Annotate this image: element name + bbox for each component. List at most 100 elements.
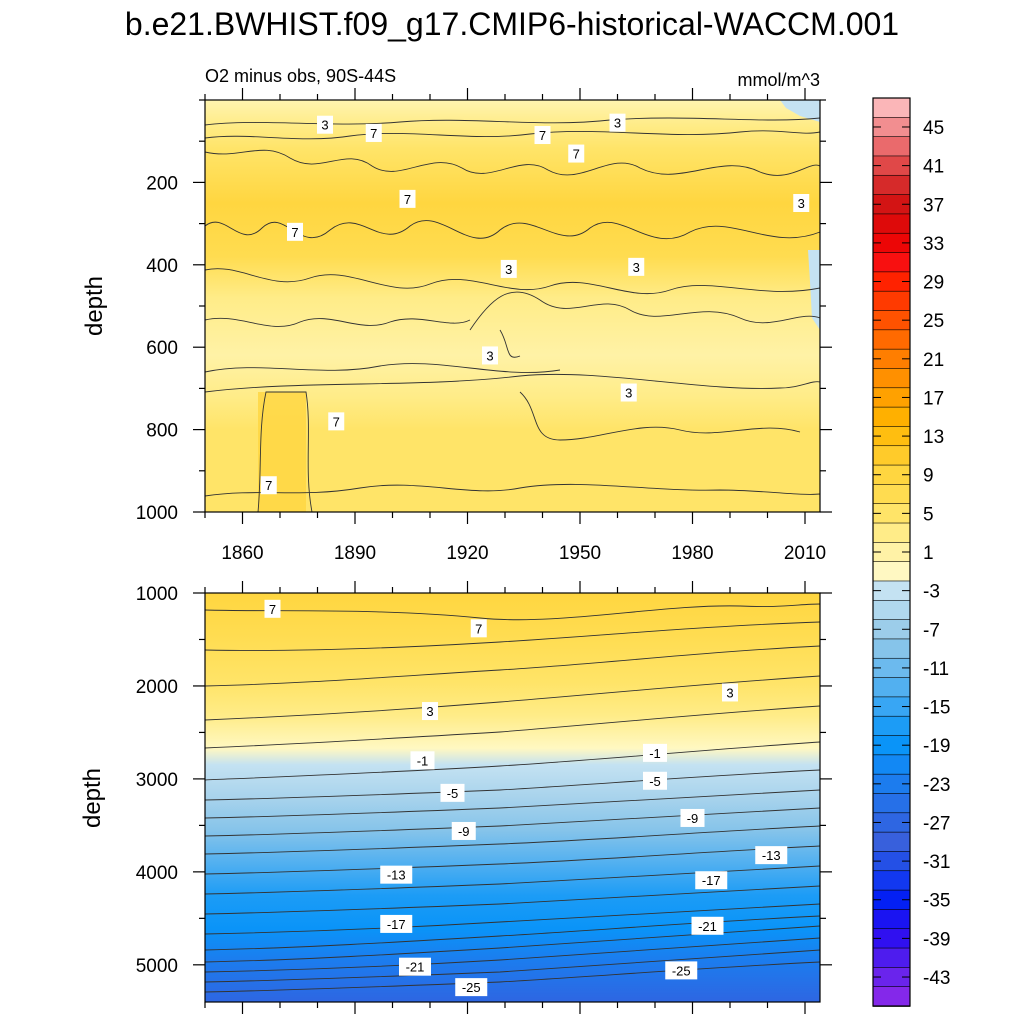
contour-label-text: 7 — [573, 147, 580, 162]
colorbar-label: -39 — [923, 929, 950, 950]
contour-label-box — [620, 383, 637, 402]
y-tick-label: 600 — [146, 338, 178, 359]
colorbar-label: -3 — [923, 582, 940, 603]
contour-label: -9 — [680, 808, 705, 827]
upper-x-tick-labels: 1860 1890 1920 1950 1980 2010 — [221, 543, 826, 564]
contour-label: 7 — [260, 476, 277, 495]
contour-label-text: 7 — [291, 225, 298, 240]
colorbar-label: 17 — [923, 388, 944, 409]
panel-subtitle-left: O2 minus obs, 90S-44S — [205, 66, 396, 86]
contour-label-box — [643, 743, 667, 762]
y-tick-label: 400 — [146, 256, 178, 277]
colorbar-label: 5 — [923, 504, 934, 525]
lower-x-ticks — [204, 581, 806, 1014]
colorbar-label: 9 — [923, 466, 934, 487]
upper-plot-field — [205, 100, 820, 512]
contour-label-text: 7 — [404, 192, 411, 207]
contour-label-box — [643, 771, 667, 790]
contour-label: 7 — [264, 599, 281, 618]
colorbar-box — [872, 870, 911, 891]
colorbar-box — [872, 599, 911, 621]
contour-label-text: -13 — [762, 848, 781, 863]
contour-label-text: 7 — [333, 414, 340, 429]
x-tick-label: 2010 — [784, 543, 826, 564]
y-tick-label: 800 — [146, 421, 178, 442]
contour-label-text: 7 — [539, 128, 546, 143]
contour-label-text: 7 — [269, 602, 276, 617]
contour-label-text: -21 — [698, 919, 717, 934]
colorbar-frame — [872, 97, 911, 1007]
colorbar-box — [872, 213, 911, 235]
contour-label-text: 3 — [633, 260, 640, 275]
contour-label-box — [470, 619, 487, 638]
upper-y-axis-label: depth — [81, 276, 108, 336]
upper-negative-patch — [780, 100, 820, 122]
lower-y-tick-labels: 1000 2000 3000 4000 5000 — [136, 584, 178, 977]
y-tick-label: 5000 — [136, 956, 178, 977]
contour-label-text: 3 — [625, 386, 632, 401]
colorbar-box — [872, 986, 911, 1007]
contour-label-box — [264, 599, 281, 618]
lower-plot-frame — [204, 592, 821, 1003]
contour-label: -25 — [455, 978, 488, 997]
colorbar-box — [872, 97, 911, 119]
colorbar-label: -31 — [923, 852, 950, 873]
colorbar-boxes — [872, 97, 911, 1007]
contour-label-box — [722, 683, 738, 702]
lower-panel: 1000 2000 3000 4000 5000 7 7 3 3 -1 -1 -5 -5 -9 -9 -13… — [79, 581, 832, 1014]
x-tick-label: 1860 — [221, 543, 263, 564]
colorbar-box — [872, 754, 911, 775]
contour-label: 3 — [620, 383, 637, 402]
colorbar-box — [872, 677, 911, 698]
colorbar-label: 37 — [923, 195, 944, 216]
contour-label-box — [399, 957, 431, 976]
contour-label: -21 — [399, 957, 431, 976]
y-tick-label: 1000 — [136, 584, 178, 605]
contour-label-box — [260, 476, 277, 495]
contour-label: -13 — [380, 865, 413, 884]
contour-label: 7 — [365, 123, 382, 142]
contour-label-box — [399, 189, 416, 208]
lower-contour-labels: 7 7 3 3 -1 -1 -5 -5 -9 -9 -13 -13 -17 -17 -21 -21 -25 -25 — [264, 599, 788, 997]
contour-label: 3 — [500, 259, 517, 278]
contour-label-box — [793, 194, 810, 212]
colorbar-label: 41 — [923, 157, 944, 178]
colorbar-label: 45 — [923, 118, 944, 139]
contour-label-text: 3 — [486, 348, 493, 363]
contour-label: -21 — [691, 916, 724, 935]
colorbar-label: -19 — [923, 736, 950, 757]
contour-label: 3 — [609, 113, 626, 132]
contour-label-box — [380, 914, 413, 933]
upper-panel: 1860 1890 1920 1950 1980 2010 200 400 600 800 100… — [81, 88, 832, 564]
contour-label-box — [609, 113, 626, 132]
colorbar-label: -27 — [923, 813, 950, 834]
contour-label-text: 3 — [614, 116, 621, 131]
contour-label-text: -1 — [417, 753, 429, 768]
contour-label-box — [422, 702, 438, 721]
contour-label-box — [534, 126, 551, 145]
contour-label-text: 7 — [475, 621, 482, 636]
contour-label-text: -25 — [462, 980, 481, 995]
upper-y-ticks — [193, 99, 832, 513]
y-tick-label: 200 — [146, 173, 178, 194]
x-tick-label: 1890 — [334, 543, 376, 564]
contour-label-box — [365, 123, 382, 142]
colorbar-box — [872, 522, 911, 544]
contour-label: 7 — [287, 222, 303, 241]
contour-label: 3 — [793, 194, 810, 212]
upper-contours — [204, 117, 821, 513]
contour-label-text: -17 — [387, 917, 406, 932]
contour-label-box — [455, 978, 488, 997]
contour-label-box — [628, 257, 645, 276]
colorbar: 45 41 37 33 29 25 21 17 13 9 5 1 -3 -7 -11 -15 -19 -23 -27… — [872, 97, 950, 1007]
contour-label-text: -25 — [672, 963, 691, 978]
colorbar-label: 33 — [923, 234, 944, 255]
contour-label: 7 — [534, 126, 551, 145]
colorbar-label: -11 — [923, 659, 949, 680]
contour-label-box — [328, 412, 345, 431]
colorbar-box — [872, 484, 911, 505]
colorbar-label: -23 — [923, 775, 950, 796]
contour-label-text: 7 — [370, 126, 377, 141]
contour-label-box — [317, 115, 333, 134]
contour-label-box — [482, 346, 498, 365]
